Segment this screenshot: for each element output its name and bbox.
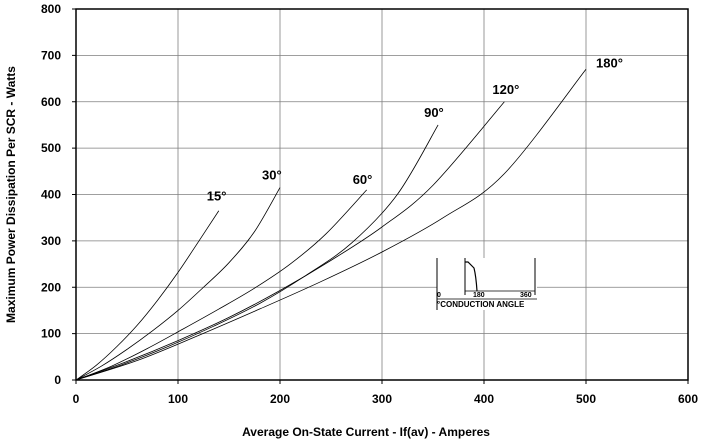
x-tick-label: 200 xyxy=(270,392,290,406)
series-line-4 xyxy=(75,101,505,381)
y-tick-label: 0 xyxy=(54,373,61,387)
y-tick-label: 100 xyxy=(41,327,61,341)
series-line-1 xyxy=(75,187,281,381)
series-line-5 xyxy=(75,69,587,381)
waveform-icon xyxy=(465,261,478,292)
conduction-angle-inset: 0 180 360 °CONDUCTION ANGLE xyxy=(436,258,537,310)
x-tick-label: 100 xyxy=(168,392,188,406)
series-label: 15° xyxy=(207,189,227,204)
series-line-0 xyxy=(75,210,220,381)
x-tick-label: 600 xyxy=(678,392,698,406)
y-tick-label: 800 xyxy=(41,2,61,16)
inset-tick-label: 360 xyxy=(520,292,532,299)
x-tick-label: 500 xyxy=(576,392,596,406)
x-axis-label: Average On-State Current - If(av) - Ampe… xyxy=(242,425,490,439)
tick-layer: 0 100 200 300 400 500 600 0 100 200 300 400 500 600 70… xyxy=(41,2,698,406)
y-tick-label: 300 xyxy=(41,234,61,248)
series-label: 120° xyxy=(492,82,519,97)
series-label: 30° xyxy=(262,168,282,183)
y-tick-label: 500 xyxy=(41,141,61,155)
y-axis-label: Maximum Power Dissipation Per SCR - Watt… xyxy=(4,66,18,323)
inset-tick-label: 0 xyxy=(437,292,441,299)
series-layer: 15° 30° 60° 90° 120° 180° xyxy=(75,55,623,381)
inset-caption: °CONDUCTION ANGLE xyxy=(437,300,525,309)
y-tick-label: 400 xyxy=(41,188,61,202)
inset-tick-label: 180 xyxy=(473,292,485,299)
x-tick-label: 400 xyxy=(474,392,494,406)
y-tick-label: 700 xyxy=(41,48,61,62)
y-tick-label: 600 xyxy=(41,95,61,109)
series-label: 180° xyxy=(596,55,623,70)
y-tick-label: 200 xyxy=(41,280,61,294)
series-label: 60° xyxy=(353,172,373,187)
series-label: 90° xyxy=(424,105,444,120)
x-tick-label: 0 xyxy=(73,392,80,406)
series-line-3 xyxy=(75,124,439,381)
series-line-2 xyxy=(75,189,367,381)
grid xyxy=(76,9,688,380)
x-tick-label: 300 xyxy=(372,392,392,406)
